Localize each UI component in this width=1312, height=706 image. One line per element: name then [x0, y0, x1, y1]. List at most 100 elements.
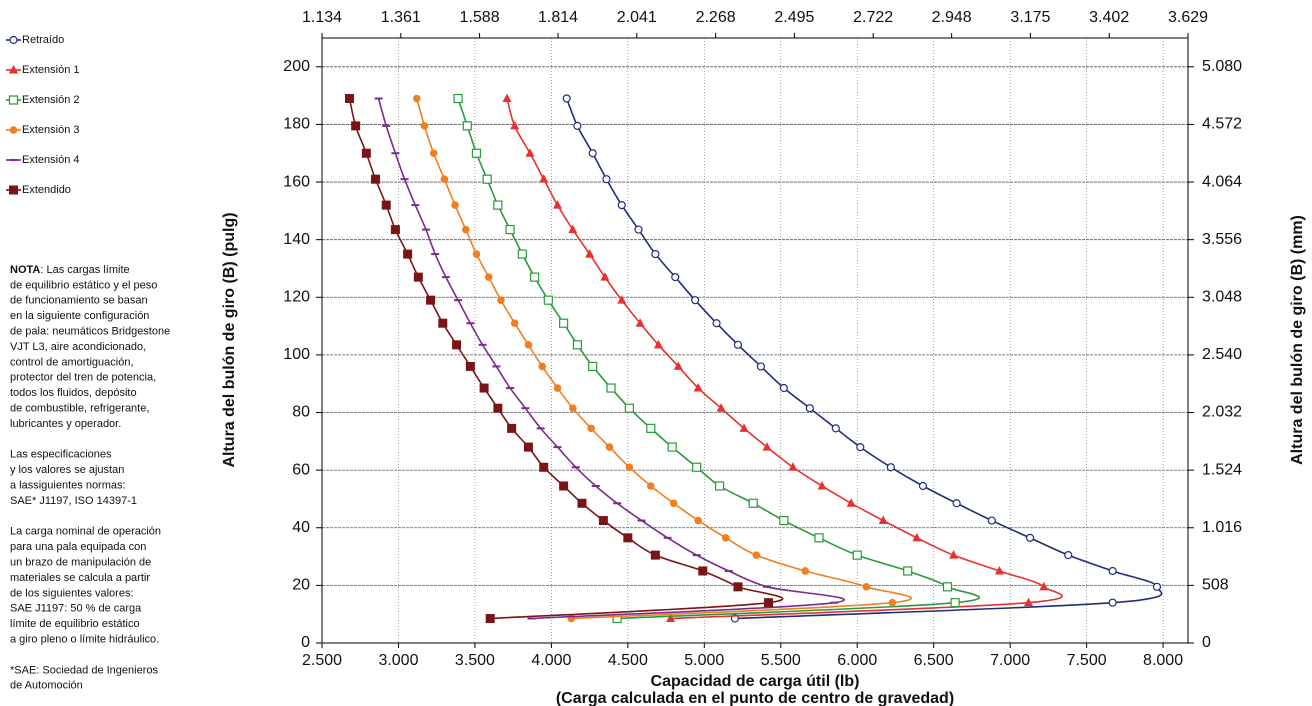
- marker: [523, 442, 533, 452]
- marker: [712, 319, 721, 328]
- x2-tick-label: 2.268: [696, 9, 736, 26]
- legend-marker: [8, 95, 19, 105]
- marker: [669, 499, 678, 508]
- marker: [779, 515, 789, 526]
- marker: [888, 598, 897, 607]
- marker: [716, 403, 726, 412]
- marker: [454, 299, 463, 302]
- y-tick-label: 200: [283, 58, 310, 75]
- marker: [521, 407, 530, 410]
- x-tick-label: 2.500: [302, 652, 342, 669]
- marker: [553, 384, 562, 392]
- marker: [1064, 551, 1073, 560]
- x-tick-label: 5.500: [761, 652, 801, 669]
- marker: [646, 423, 656, 433]
- marker: [762, 442, 772, 451]
- marker: [987, 516, 996, 525]
- y-tick-label: 60: [292, 461, 310, 478]
- note-line: SAE J1197: 50 % de carga: [10, 603, 142, 615]
- marker: [666, 613, 676, 623]
- marker: [588, 149, 597, 158]
- marker: [673, 361, 683, 370]
- marker: [651, 249, 660, 259]
- marker: [779, 383, 788, 393]
- y-tick-label: 20: [292, 577, 310, 594]
- x-tick-label: 4.500: [608, 652, 648, 669]
- marker: [543, 295, 553, 305]
- marker: [478, 343, 487, 346]
- marker: [420, 122, 429, 130]
- x-tick-label: 3.000: [378, 652, 418, 669]
- y-tick-label: 180: [283, 116, 310, 133]
- note-line: de Automoción: [10, 680, 83, 692]
- marker: [1024, 597, 1034, 607]
- marker: [571, 466, 580, 469]
- marker: [466, 322, 475, 325]
- marker: [635, 318, 645, 327]
- y-tick-label: 0: [301, 634, 310, 651]
- note-line: de equilibrio estático y el peso: [10, 279, 157, 291]
- marker: [733, 340, 743, 349]
- marker: [862, 583, 871, 591]
- marker: [482, 174, 492, 184]
- x-tick-label: 8.000: [1143, 652, 1183, 669]
- legend-marker: [9, 35, 18, 45]
- marker: [605, 443, 614, 451]
- marker: [693, 383, 703, 392]
- legend-marker: [9, 126, 18, 134]
- marker: [903, 566, 913, 576]
- marker: [497, 296, 505, 304]
- x-tick-label: 7.500: [1067, 652, 1107, 669]
- marker: [573, 121, 582, 130]
- marker: [606, 383, 616, 393]
- marker: [637, 519, 646, 522]
- marker: [994, 565, 1004, 575]
- marker: [502, 93, 512, 102]
- x-tick-label: 6.500: [914, 652, 954, 669]
- marker: [624, 403, 634, 413]
- marker: [587, 424, 595, 433]
- marker: [801, 567, 810, 575]
- legend-label: Extensión 2: [22, 94, 79, 106]
- marker: [756, 362, 765, 371]
- marker: [440, 175, 449, 183]
- marker: [390, 225, 400, 235]
- note-line: SAE* J1197, ISO 14397-1: [10, 495, 137, 507]
- marker: [748, 498, 758, 508]
- y2-axis-title: Altura del bulón de giro (B) (mm): [1289, 215, 1306, 465]
- marker: [529, 272, 540, 282]
- marker: [692, 462, 702, 472]
- marker: [763, 585, 772, 588]
- y-tick-label: 140: [283, 231, 310, 248]
- note-line: todos los fluidos, depósito: [10, 387, 137, 399]
- note-line: protector del tren de potencia,: [10, 372, 156, 384]
- marker: [602, 175, 611, 184]
- x2-tick-label: 2.948: [932, 9, 972, 26]
- marker: [553, 200, 563, 209]
- marker: [568, 224, 578, 234]
- y2-tick-label: 3.556: [1202, 231, 1242, 248]
- marker: [453, 93, 463, 104]
- legend-marker: [9, 159, 18, 161]
- marker: [525, 148, 535, 157]
- x-tick-label: 4.000: [531, 652, 571, 669]
- note-line: VJT L3, aire acondicionado,: [10, 341, 146, 353]
- x2-tick-label: 1.361: [381, 9, 421, 26]
- marker: [493, 200, 503, 210]
- y2-tick-label: 4.572: [1202, 116, 1242, 133]
- x-axis-subtitle: (Carga calculada en el punto de centro d…: [556, 690, 954, 706]
- y-tick-label: 100: [283, 346, 310, 363]
- series-line: [377, 98, 845, 620]
- note-line: materiales se calcula a partir: [10, 572, 150, 584]
- y2-tick-label: 4.064: [1202, 173, 1242, 190]
- marker: [653, 339, 663, 349]
- marker: [507, 423, 517, 433]
- marker: [438, 318, 448, 328]
- y2-tick-label: 1.016: [1202, 519, 1242, 536]
- y2-tick-label: 508: [1202, 577, 1229, 594]
- marker: [952, 499, 961, 508]
- y-tick-label: 80: [292, 404, 310, 421]
- marker: [617, 295, 627, 304]
- legend-label: Extensión 4: [22, 154, 79, 166]
